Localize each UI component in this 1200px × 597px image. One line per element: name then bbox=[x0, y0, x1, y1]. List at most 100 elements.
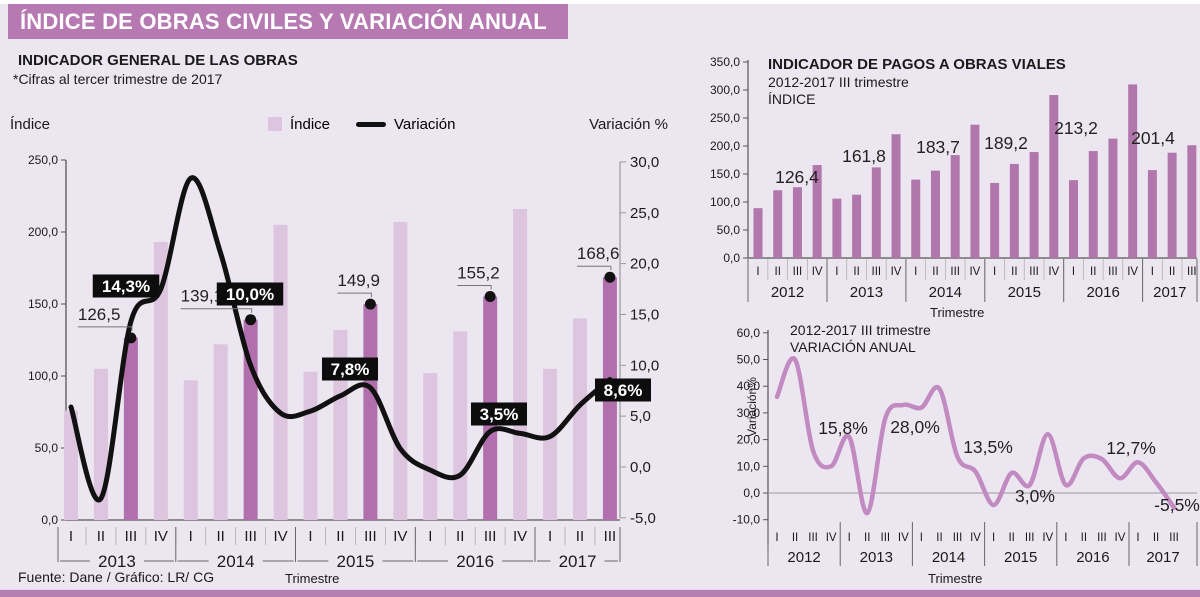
right-axis-title: Variación % bbox=[589, 116, 668, 133]
quarter-label: III bbox=[1029, 266, 1039, 278]
index-bar bbox=[423, 373, 438, 520]
year-label: 2015 bbox=[1008, 284, 1041, 301]
quarter-label: IV bbox=[1042, 532, 1053, 544]
top-right-chart-title: INDICADOR DE PAGOS A OBRAS VIALES bbox=[768, 56, 1066, 73]
payments-bar bbox=[1069, 180, 1079, 258]
quarter-label: IV bbox=[970, 532, 981, 544]
quarter-label: II bbox=[97, 528, 105, 545]
page-title: ÍNDICE DE OBRAS CIVILES Y VARIACIÓN ANUA… bbox=[20, 9, 547, 34]
year-label: 2017 bbox=[1146, 549, 1179, 566]
annual-variation-line bbox=[774, 356, 1177, 516]
index-bar bbox=[363, 304, 378, 520]
right-axis-tick-label: 0,0 bbox=[630, 459, 651, 476]
quarter-label: III bbox=[1108, 266, 1118, 278]
index-bar bbox=[393, 221, 408, 521]
bar-value-label: 201,4 bbox=[1131, 128, 1175, 148]
index-value-label: 126,5 bbox=[78, 305, 121, 324]
quarter-label: II bbox=[1090, 266, 1096, 278]
payments-bar bbox=[753, 208, 763, 258]
year-label: 2016 bbox=[456, 552, 494, 571]
line-value-label: 13,5% bbox=[963, 437, 1013, 457]
bottom-right-axis-tick-label: 40,0 bbox=[737, 379, 761, 393]
index-bar bbox=[543, 368, 558, 520]
line-value-label: -5,5% bbox=[1154, 495, 1200, 515]
quarter-label: IV bbox=[154, 528, 168, 545]
label-leader-line bbox=[180, 308, 253, 313]
left-chart-subtitle: *Cifras al tercer trimestre de 2017 bbox=[13, 71, 223, 87]
year-label: 2013 bbox=[860, 549, 893, 566]
quarter-label: IV bbox=[1048, 266, 1059, 278]
right-axis-tick-label: 5,0 bbox=[630, 408, 651, 425]
variation-label-box bbox=[92, 274, 160, 298]
year-label: 2015 bbox=[1004, 549, 1037, 566]
top-right-axis-tick-label: 200,0 bbox=[710, 139, 740, 153]
bottom-right-axis-tick-label: -10,0 bbox=[733, 513, 761, 527]
payments-bar bbox=[1009, 163, 1019, 258]
bottom-right-axis-tick-label: 50,0 bbox=[737, 353, 761, 367]
top-right-axis-tick-label: 50,0 bbox=[717, 223, 741, 237]
top-right-chart-xlabel: Trimestre bbox=[930, 305, 985, 320]
source-credit: Fuente: Dane / Gráfico: LR/ CG bbox=[18, 569, 215, 585]
right-axis-tick-label: 20,0 bbox=[630, 256, 659, 273]
quarter-label: III bbox=[953, 532, 963, 544]
left-axis-tick-label: 150,0 bbox=[28, 297, 58, 311]
index-value-label: 168,6 bbox=[577, 244, 620, 263]
payments-bar bbox=[1187, 145, 1197, 258]
quarter-label: III bbox=[1187, 266, 1197, 278]
left-axis-title: Índice bbox=[10, 116, 51, 133]
payments-bar bbox=[792, 187, 802, 258]
index-marker-dot bbox=[484, 291, 496, 303]
variation-label: 3,5% bbox=[480, 405, 519, 424]
quarter-label: I bbox=[993, 266, 996, 278]
quarter-label: II bbox=[1008, 532, 1014, 544]
payments-bar bbox=[812, 165, 822, 258]
top-margin bbox=[0, 0, 1200, 4]
index-bar bbox=[153, 242, 168, 520]
payments-bar bbox=[950, 155, 960, 258]
top-right-axis-tick-label: 0,0 bbox=[723, 251, 740, 265]
payments-bar bbox=[990, 182, 1000, 258]
label-leader-line bbox=[576, 265, 612, 271]
quarter-label: II bbox=[932, 266, 938, 278]
top-right-chart-index-label: ÍNDICE bbox=[768, 91, 816, 107]
bottom-right-axis-tick-label: 20,0 bbox=[737, 433, 761, 447]
left-axis-tick-label: 0,0 bbox=[41, 513, 58, 527]
year-label: 2013 bbox=[850, 284, 883, 301]
quarter-label: IV bbox=[898, 532, 909, 544]
quarter-label: II bbox=[792, 532, 798, 544]
quarter-label: III bbox=[1097, 532, 1107, 544]
index-bar bbox=[273, 224, 288, 521]
quarter-label: III bbox=[808, 532, 818, 544]
left-axis-tick-label: 200,0 bbox=[28, 225, 58, 239]
quarter-label: I bbox=[1151, 266, 1154, 278]
quarter-label: I bbox=[848, 532, 851, 544]
quarter-label: II bbox=[576, 528, 584, 545]
quarter-label: IV bbox=[891, 266, 902, 278]
top-right-axis-tick-label: 350,0 bbox=[710, 55, 740, 69]
quarter-label: IV bbox=[273, 528, 287, 545]
quarter-label: II bbox=[217, 528, 225, 545]
variation-label: 7,8% bbox=[331, 360, 370, 379]
index-marker-dot bbox=[364, 298, 376, 310]
index-marker-dot bbox=[245, 314, 257, 326]
index-marker-dot bbox=[604, 271, 616, 283]
payments-bar bbox=[1049, 95, 1059, 258]
payments-bar bbox=[930, 170, 940, 258]
top-right-axis-tick-label: 250,0 bbox=[710, 111, 740, 125]
bar-value-label: 183,7 bbox=[916, 137, 960, 157]
quarter-label: III bbox=[1025, 532, 1035, 544]
variation-legend-label: Variación bbox=[394, 115, 456, 133]
bottom-right-axis-tick-label: 30,0 bbox=[737, 406, 761, 420]
payments-bar bbox=[1088, 151, 1098, 258]
quarter-label: II bbox=[775, 266, 781, 278]
bottom-right-chart-title: 2012-2017 III trimestre bbox=[790, 322, 931, 338]
payments-bar bbox=[1108, 138, 1118, 258]
top-right-axis-tick-label: 300,0 bbox=[710, 83, 740, 97]
bar-value-label: 213,2 bbox=[1054, 118, 1098, 138]
index-legend-swatch bbox=[268, 117, 282, 131]
quarter-label: I bbox=[1064, 532, 1067, 544]
payments-bar bbox=[1128, 84, 1138, 259]
year-label: 2012 bbox=[787, 549, 820, 566]
